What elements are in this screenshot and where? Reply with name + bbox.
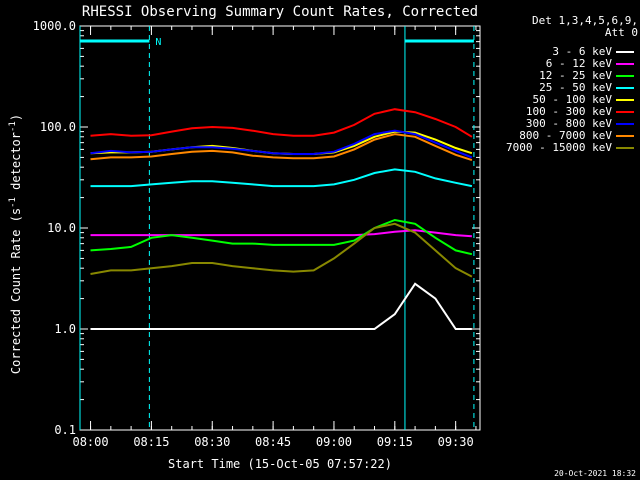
series-line-6 bbox=[90, 129, 473, 159]
legend-swatch bbox=[616, 87, 634, 89]
legend-label: 7000 - 15000 keV bbox=[506, 141, 612, 154]
legend-item: 300 - 800 keV bbox=[488, 117, 638, 130]
x-axis-label: Start Time (15-Oct-05 07:57:22) bbox=[168, 457, 392, 471]
legend-item: 3 - 6 keV bbox=[488, 45, 638, 58]
legend-swatch bbox=[616, 147, 634, 149]
series-line-7 bbox=[90, 133, 473, 162]
legend-item: 50 - 100 keV bbox=[488, 93, 638, 106]
series-line-8 bbox=[90, 222, 473, 278]
y-tick-label: 100.0 bbox=[40, 120, 76, 134]
x-tick-label: 08:00 bbox=[72, 435, 108, 449]
legend-header-line1: Det 1,3,4,5,6,9, bbox=[532, 14, 638, 27]
legend-label: 100 - 300 keV bbox=[525, 105, 612, 118]
legend-item: 100 - 300 keV bbox=[488, 105, 638, 118]
legend-swatch bbox=[616, 75, 634, 77]
x-tick-label: 09:00 bbox=[316, 435, 352, 449]
x-tick-label: 09:30 bbox=[438, 435, 474, 449]
chart-title: RHESSI Observing Summary Count Rates, Co… bbox=[82, 4, 478, 20]
legend-swatch bbox=[616, 111, 634, 113]
legend-item: 6 - 12 keV bbox=[488, 57, 638, 70]
y-tick-label: 0.1 bbox=[54, 423, 76, 437]
legend-item: 25 - 50 keV bbox=[488, 81, 638, 94]
legend-label: 25 - 50 keV bbox=[539, 81, 612, 94]
legend-label: 300 - 800 keV bbox=[525, 117, 612, 130]
y-tick-label: 10.0 bbox=[47, 221, 76, 235]
legend-label: 800 - 7000 keV bbox=[519, 129, 612, 142]
legend-header-line2: Att 0 bbox=[604, 26, 638, 39]
legend-label: 50 - 100 keV bbox=[532, 93, 612, 106]
series-line-5 bbox=[90, 108, 473, 138]
series-line-0 bbox=[90, 282, 472, 330]
legend-item: 7000 - 15000 keV bbox=[488, 141, 638, 154]
legend-item: 800 - 7000 keV bbox=[488, 129, 638, 142]
footer-timestamp: 20-Oct-2021 18:32 bbox=[554, 469, 636, 478]
series-line-2 bbox=[90, 218, 473, 256]
x-tick-label: 08:45 bbox=[255, 435, 291, 449]
x-tick-label: 08:15 bbox=[133, 435, 169, 449]
legend-swatch bbox=[616, 99, 634, 101]
legend-swatch bbox=[616, 123, 634, 125]
y-axis-label: Corrected Count Rate (s-1 detector-1) bbox=[8, 114, 23, 374]
plot-area: 0.1 1.0 10.0 100.0 1000.0 08:00 08:15 08:30 08:4… bbox=[33, 19, 481, 449]
x-tick-label: 09:15 bbox=[377, 435, 413, 449]
series-line-3 bbox=[90, 168, 473, 188]
night-label: N bbox=[155, 37, 161, 48]
x-tick-label: 08:30 bbox=[194, 435, 230, 449]
legend-label: 6 - 12 keV bbox=[545, 57, 612, 70]
legend-swatch bbox=[616, 135, 634, 137]
legend-item: 12 - 25 keV bbox=[488, 69, 638, 82]
y-tick-label: 1.0 bbox=[54, 322, 76, 336]
legend-swatch bbox=[616, 51, 634, 53]
legend-label: 12 - 25 keV bbox=[539, 69, 612, 82]
legend-swatch bbox=[616, 63, 634, 65]
y-tick-label: 1000.0 bbox=[33, 19, 76, 33]
legend-label: 3 - 6 keV bbox=[552, 45, 612, 58]
